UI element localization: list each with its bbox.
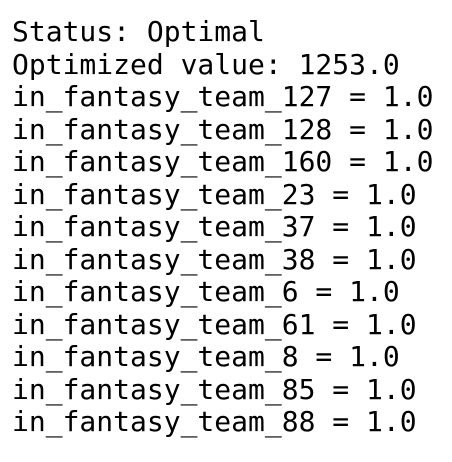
output-line: in_fantasy_team_88 = 1.0 xyxy=(12,405,417,438)
output-line: in_fantasy_team_23 = 1.0 xyxy=(12,177,417,211)
output-line: in_fantasy_team_38 = 1.0 xyxy=(12,242,417,276)
output-line: in_fantasy_team_160 = 1.0 xyxy=(12,145,434,178)
output-line: in_fantasy_team_61 = 1.0 xyxy=(12,307,417,341)
output-line: in_fantasy_team_85 = 1.0 xyxy=(12,372,417,406)
output-line: Status: Optimal xyxy=(12,15,265,48)
output-line: in_fantasy_team_37 = 1.0 xyxy=(12,210,417,243)
output-line: in_fantasy_team_8 = 1.0 xyxy=(12,340,400,373)
output-line: Optimized value: 1253.0 xyxy=(12,47,400,81)
output-line: in_fantasy_team_128 = 1.0 xyxy=(12,112,434,146)
output-line: in_fantasy_team_127 = 1.0 xyxy=(12,80,434,113)
output-line: in_fantasy_team_6 = 1.0 xyxy=(12,275,400,308)
